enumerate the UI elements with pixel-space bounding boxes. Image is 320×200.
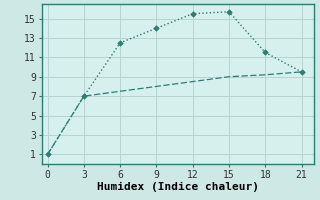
X-axis label: Humidex (Indice chaleur): Humidex (Indice chaleur): [97, 182, 259, 192]
